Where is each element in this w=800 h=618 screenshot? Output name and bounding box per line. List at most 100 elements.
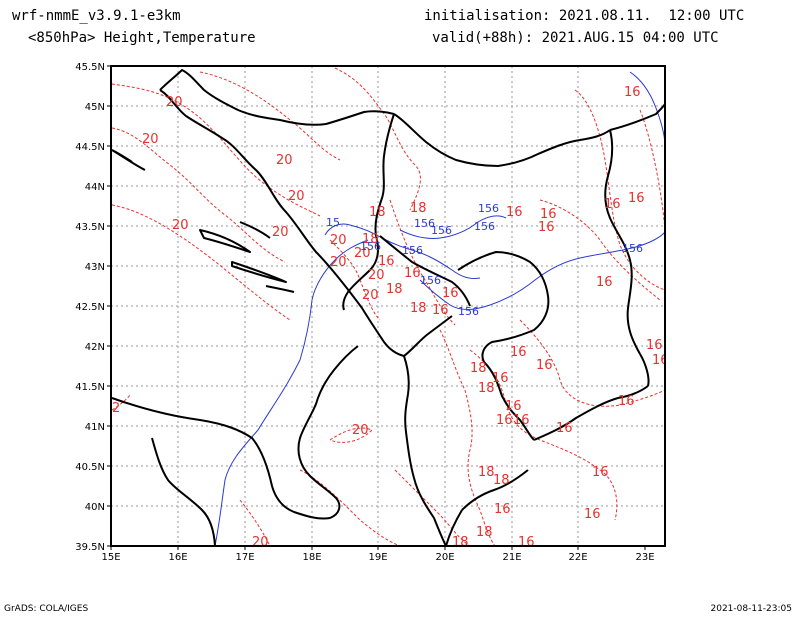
temp-label: 18 bbox=[452, 535, 469, 550]
lat-tick-label: 42.5N bbox=[75, 302, 105, 313]
kosovo-border bbox=[457, 251, 550, 363]
temp-label: 16 bbox=[592, 465, 609, 480]
temp-label: 18 bbox=[410, 201, 427, 216]
albania-north-border bbox=[403, 315, 453, 357]
temp-label: 20 bbox=[166, 95, 183, 110]
temp-label: 16 bbox=[596, 275, 613, 290]
lon-tick-label: 18E bbox=[302, 552, 321, 563]
temp-label: 20 bbox=[330, 255, 347, 270]
temp-contour bbox=[239, 499, 271, 546]
serbia-bulgaria-border bbox=[604, 129, 641, 355]
temp-label: 20 bbox=[172, 218, 189, 233]
island-korcula bbox=[231, 261, 287, 283]
temp-label: 18 bbox=[369, 205, 386, 220]
montenegro-serbia-border bbox=[379, 235, 471, 307]
temp-label: 20 bbox=[276, 153, 293, 168]
temp-label: 16 bbox=[506, 205, 523, 220]
height-label: 15 bbox=[326, 216, 340, 229]
height-label: 156 bbox=[420, 274, 441, 287]
height-contour bbox=[324, 223, 481, 279]
temp-contour bbox=[199, 71, 341, 161]
temp-label: 16 bbox=[628, 191, 645, 206]
height-label: 156 bbox=[478, 202, 499, 215]
temp-label: 16 bbox=[510, 345, 527, 360]
bulgaria-macedonia-border bbox=[639, 353, 650, 387]
temp-contour bbox=[111, 83, 321, 217]
temp-label: 16 bbox=[513, 413, 530, 428]
temp-label: 16 bbox=[540, 207, 557, 222]
lon-tick-label: 22E bbox=[568, 552, 587, 563]
romania-bulgaria-border bbox=[609, 103, 665, 131]
albania-coast bbox=[403, 355, 447, 546]
temp-label: 20 bbox=[362, 288, 379, 303]
init-time: initialisation: 2021.08.11. 12:00 UTC bbox=[424, 8, 745, 24]
temp-label: 18 bbox=[362, 232, 379, 247]
island-mljet bbox=[265, 285, 295, 293]
island-krk bbox=[111, 149, 133, 163]
lon-tick-label: 15E bbox=[101, 552, 120, 563]
height-label: 156 bbox=[474, 220, 495, 233]
lon-tick-label: 16E bbox=[168, 552, 187, 563]
temp-label: 16 bbox=[538, 220, 555, 235]
temp-label: 16 bbox=[646, 338, 663, 353]
temp-label: 2 bbox=[112, 401, 120, 416]
greek-coast bbox=[445, 509, 463, 546]
temp-label: 16 bbox=[536, 358, 553, 373]
temp-label: 20 bbox=[368, 268, 385, 283]
lat-tick-label: 45.5N bbox=[75, 62, 105, 73]
temp-contour bbox=[334, 67, 421, 211]
lat-tick-label: 44N bbox=[85, 182, 105, 193]
temp-contour bbox=[574, 89, 665, 291]
croatia-bosnia-north-border bbox=[159, 69, 395, 126]
lat-tick-label: 45N bbox=[85, 102, 105, 113]
temp-label: 20 bbox=[252, 535, 269, 550]
height-label: 156 bbox=[414, 217, 435, 230]
temp-label: 16 bbox=[604, 197, 621, 212]
temperature-labels: 20 20 20 20 20 20 20 20 20 20 20 20 18 1… bbox=[112, 85, 665, 550]
temp-label: 16 bbox=[492, 371, 509, 386]
temp-contour bbox=[299, 469, 401, 546]
temp-label: 16 bbox=[494, 502, 511, 517]
coastlines bbox=[111, 89, 463, 546]
temp-label: 16 bbox=[624, 85, 641, 100]
temp-label: 20 bbox=[142, 132, 159, 147]
longitude-axis: 15E 16E 17E 18E 19E 20E 21E 22E 23E bbox=[101, 552, 654, 563]
footer-credit: GrADS: COLA/IGES bbox=[4, 604, 89, 614]
bosnia-serbia-border bbox=[342, 113, 395, 311]
lat-tick-label: 40N bbox=[85, 502, 105, 513]
lat-tick-label: 39.5N bbox=[75, 542, 105, 553]
temp-label: 16 bbox=[496, 413, 513, 428]
serbia-romania-border bbox=[393, 113, 611, 167]
temp-contour bbox=[394, 469, 471, 546]
height-contour bbox=[419, 231, 665, 310]
temp-contour bbox=[329, 427, 373, 443]
lat-tick-label: 43.5N bbox=[75, 222, 105, 233]
lon-tick-label: 19E bbox=[368, 552, 387, 563]
temp-contour bbox=[519, 319, 665, 407]
temp-label: 18 bbox=[478, 381, 495, 396]
temp-label: 18 bbox=[493, 473, 510, 488]
lon-tick-label: 23E bbox=[635, 552, 654, 563]
lat-tick-label: 43N bbox=[85, 262, 105, 273]
temp-label: 20 bbox=[288, 189, 305, 204]
temp-label: 18 bbox=[386, 282, 403, 297]
product-title: <850hPa> Height,Temperature bbox=[28, 30, 256, 46]
temp-label: 18 bbox=[478, 465, 495, 480]
height-label: 156 bbox=[360, 240, 381, 253]
temp-label: 16 bbox=[442, 286, 459, 301]
dalmatian-coast bbox=[159, 89, 405, 357]
borders bbox=[159, 69, 665, 511]
height-label: 156 bbox=[622, 242, 643, 255]
temp-label: 16 bbox=[432, 303, 449, 318]
latitude-axis: 45.5N 45N 44.5N 44N 43.5N 43N 42.5N 42N … bbox=[75, 62, 105, 553]
lat-tick-label: 41N bbox=[85, 422, 105, 433]
temp-label: 16 bbox=[584, 507, 601, 522]
temp-contour bbox=[389, 199, 456, 326]
temp-label: 18 bbox=[470, 361, 487, 376]
height-label: 156 bbox=[458, 305, 479, 318]
temp-label: 20 bbox=[354, 246, 371, 261]
model-title: wrf-nmmE_v3.9.1-e3km bbox=[12, 8, 181, 24]
temp-label: 20 bbox=[272, 225, 289, 240]
height-contour bbox=[214, 239, 369, 546]
